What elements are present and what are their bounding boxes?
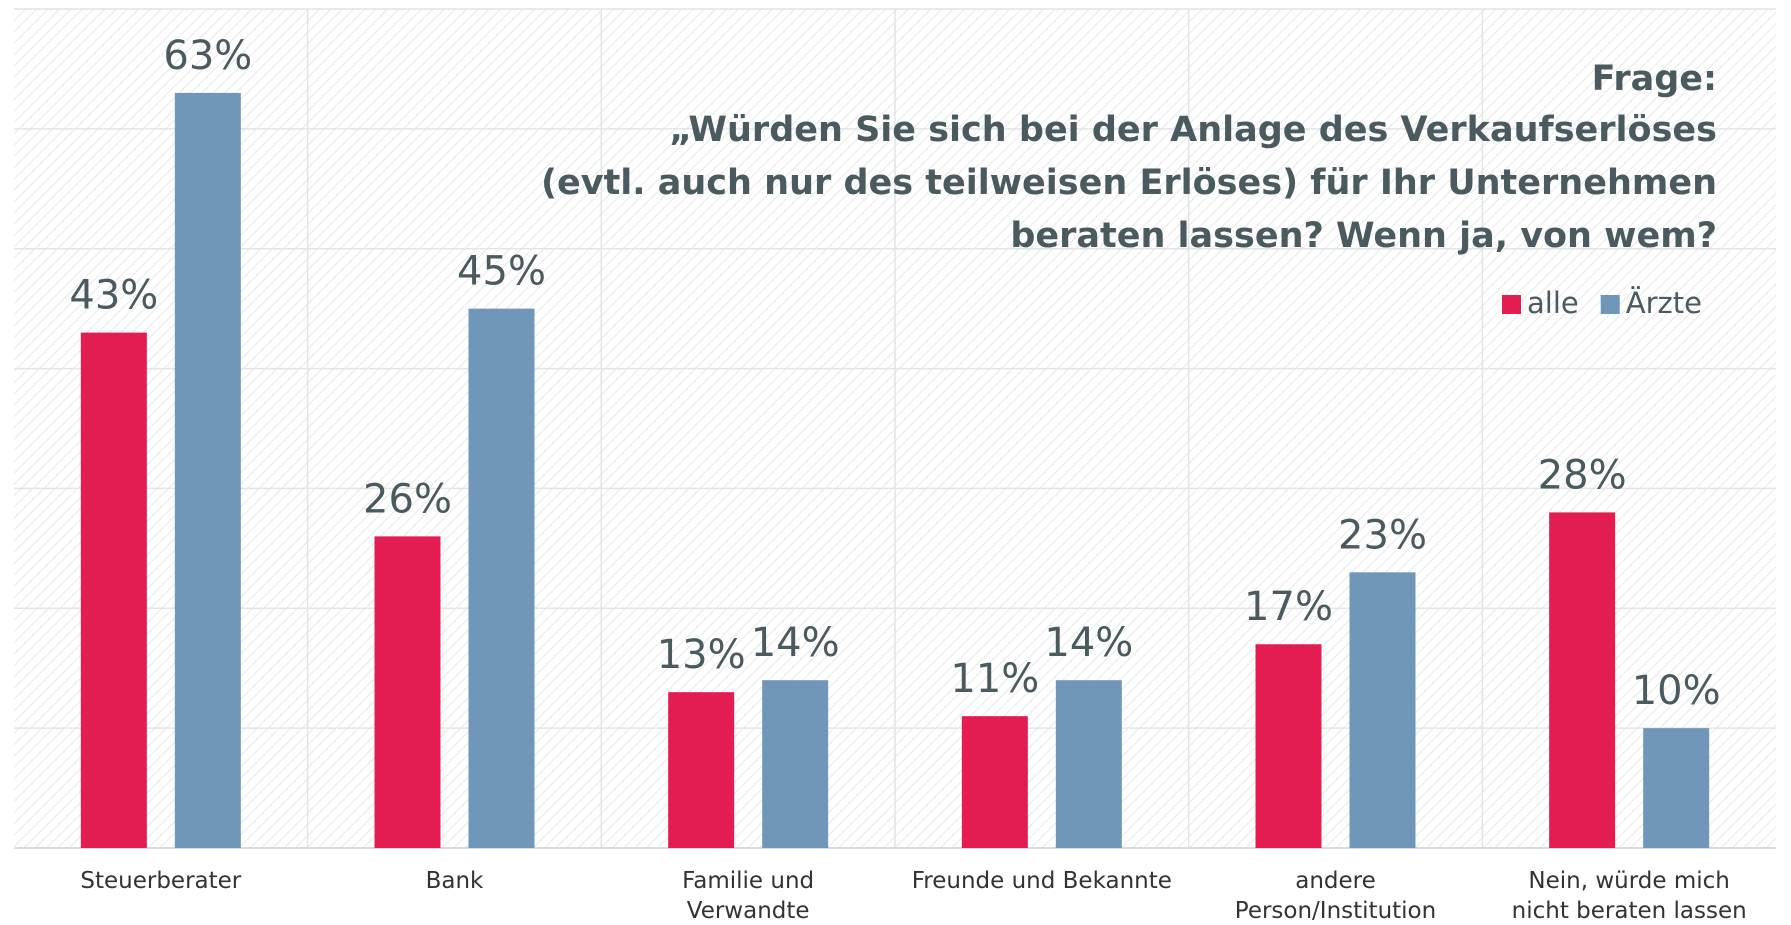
value-label: 14% (751, 620, 840, 666)
legend-label: alle (1527, 286, 1579, 320)
bar (174, 92, 241, 848)
value-label: 17% (1244, 584, 1333, 630)
bar (80, 332, 147, 849)
bar (762, 680, 829, 848)
legend-swatch (1502, 295, 1521, 314)
value-label: 13% (657, 632, 746, 678)
bar (668, 692, 735, 848)
value-label: 14% (1044, 620, 1133, 666)
bar (374, 536, 441, 848)
value-label: 23% (1338, 512, 1427, 558)
x-tick-label: Steuerberater (80, 868, 242, 894)
legend-swatch (1600, 295, 1620, 314)
legend-label: Ärzte (1626, 286, 1702, 320)
x-tick-label: andere Person/Institution (1234, 868, 1437, 924)
bar (1549, 512, 1616, 848)
bar (1643, 728, 1710, 848)
value-label: 43% (69, 273, 158, 319)
bar (1349, 572, 1416, 848)
bar (468, 308, 535, 849)
chart-title: Frage: (1592, 59, 1717, 99)
bar (1055, 680, 1122, 848)
value-label: 45% (457, 249, 546, 295)
x-tick-label: Bank (425, 868, 484, 894)
value-label: 10% (1632, 668, 1721, 714)
value-label: 28% (1538, 452, 1627, 498)
bar (1255, 644, 1322, 848)
x-tick-label: Nein, würde mich nicht beraten lassen (1511, 868, 1747, 924)
chart-subtitle: „Würden Sie sich bei der Anlage des Verk… (669, 110, 1717, 150)
x-tick-label: Familie und Verwandte (682, 868, 815, 924)
x-tick-label: Freunde und Bekannte (911, 868, 1172, 894)
chart-subtitle: (evtl. auch nur des teilweisen Erlöses) … (541, 163, 1717, 203)
value-label: 11% (950, 656, 1039, 702)
bar (961, 716, 1028, 848)
value-label: 63% (163, 33, 252, 79)
value-label: 26% (363, 476, 452, 522)
chart-subtitle: beraten lassen? Wenn ja, von wem? (1010, 216, 1717, 256)
